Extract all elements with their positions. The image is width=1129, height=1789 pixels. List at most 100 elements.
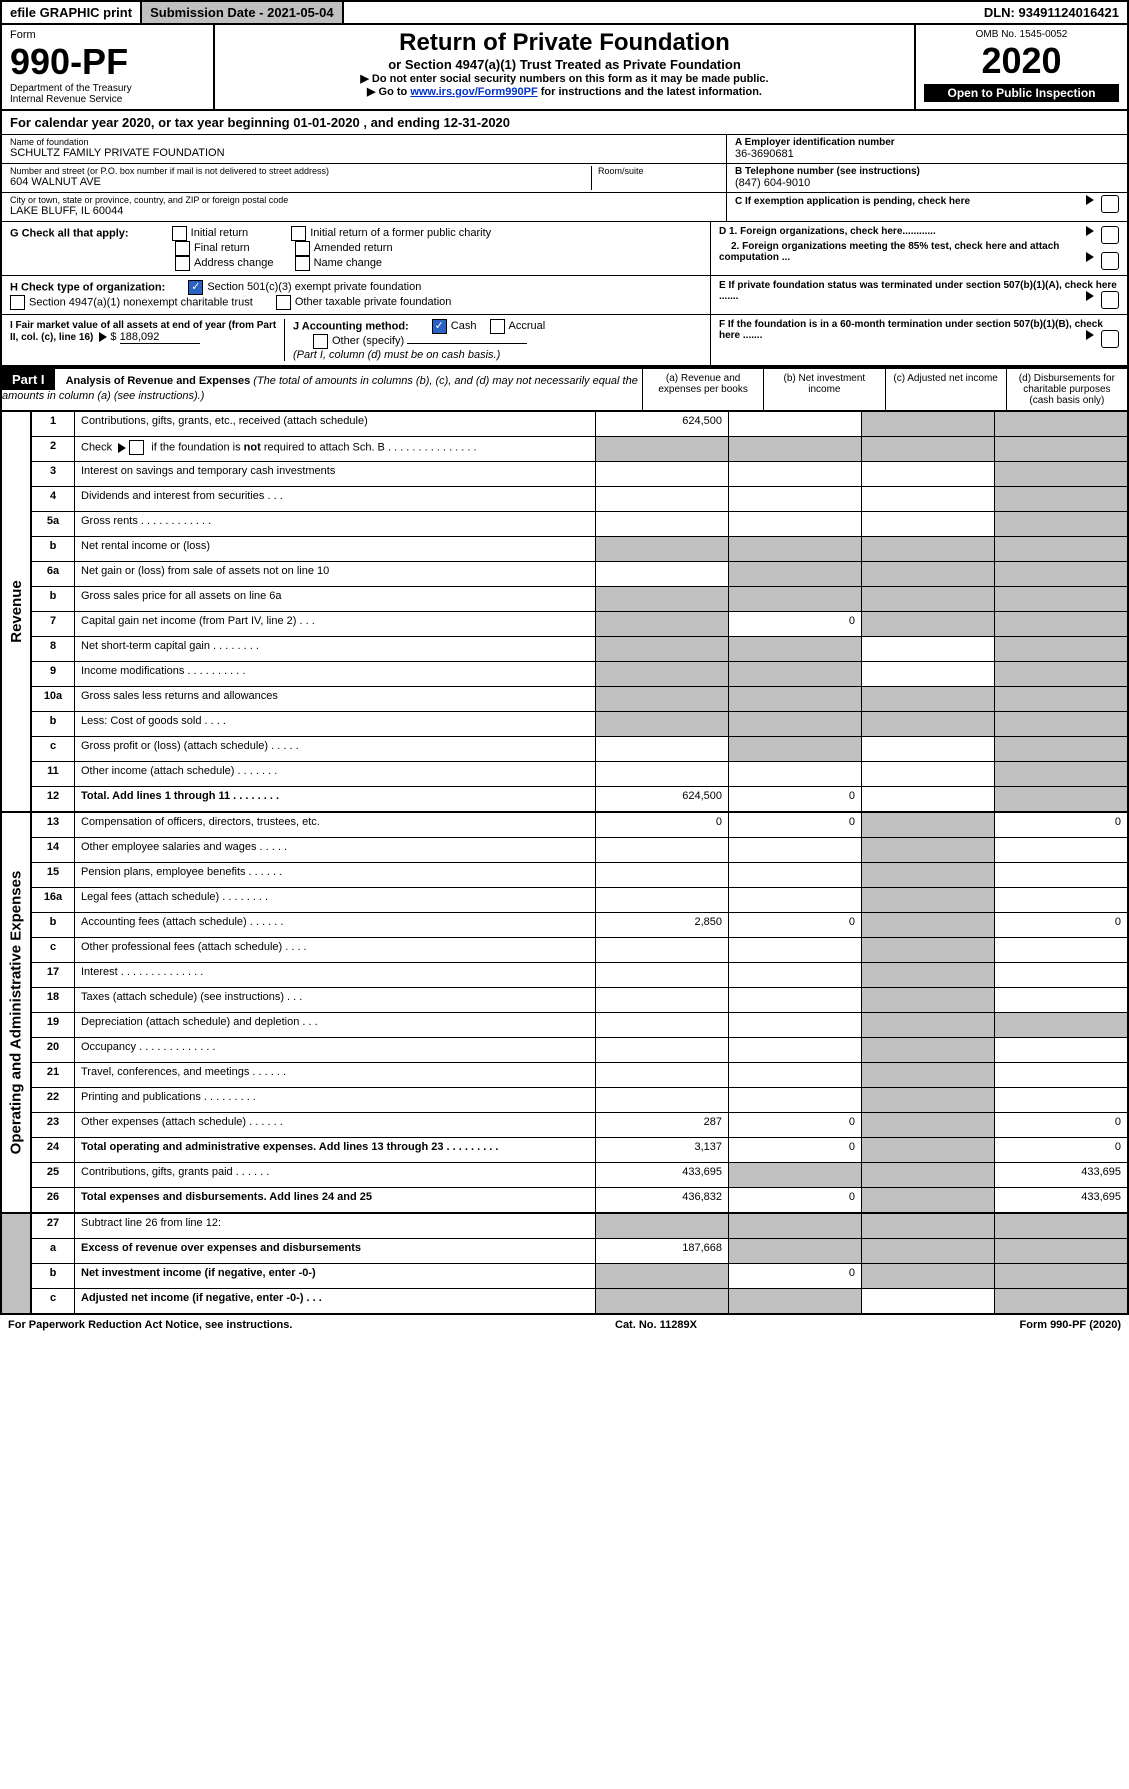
f-label: F If the foundation is in a 60-month ter… (719, 319, 1103, 341)
table-row: 16aLegal fees (attach schedule) . . . . … (32, 888, 1127, 913)
d2-check[interactable] (1101, 252, 1119, 270)
dln: DLN: 93491124016421 (344, 2, 1127, 23)
phone: (847) 604-9010 (735, 177, 1119, 189)
table-row: 22Printing and publications . . . . . . … (32, 1088, 1127, 1113)
table-row: 13Compensation of officers, directors, t… (32, 813, 1127, 838)
name-label: Name of foundation (10, 137, 718, 147)
table-row: 2Check if the foundation is not required… (32, 437, 1127, 462)
footer-right: Form 990-PF (2020) (1020, 1319, 1122, 1331)
501c3-check[interactable] (188, 280, 203, 295)
h-checks: H Check type of organization: Section 50… (2, 276, 710, 314)
ein-label: A Employer identification number (735, 137, 1119, 148)
form-number: 990-PF (10, 41, 205, 83)
g-checks: G Check all that apply: Initial return I… (2, 222, 710, 275)
table-row: 19Depreciation (attach schedule) and dep… (32, 1013, 1127, 1038)
table-row: bAccounting fees (attach schedule) . . .… (32, 913, 1127, 938)
f-check[interactable] (1101, 330, 1119, 348)
table-row: cOther professional fees (attach schedul… (32, 938, 1127, 963)
part1-header: Part I Analysis of Revenue and Expenses … (0, 367, 1129, 412)
form-title: Return of Private Foundation (223, 29, 906, 57)
omb: OMB No. 1545-0052 (924, 29, 1119, 40)
open-badge: Open to Public Inspection (924, 84, 1119, 102)
table-row: 26Total expenses and disbursements. Add … (32, 1188, 1127, 1212)
j-note: (Part I, column (d) must be on cash basi… (293, 349, 500, 361)
efile-label: efile GRAPHIC print (2, 2, 142, 23)
topbar: efile GRAPHIC print Submission Date - 20… (0, 0, 1129, 25)
table-row: cAdjusted net income (if negative, enter… (32, 1289, 1127, 1313)
d1-check[interactable] (1101, 226, 1119, 244)
addr: 604 WALNUT AVE (10, 176, 591, 188)
c-label: C If exemption application is pending, c… (735, 196, 970, 207)
notice-1: ▶ Do not enter social security numbers o… (223, 72, 906, 85)
city: LAKE BLUFF, IL 60044 (10, 205, 718, 217)
expenses-label: Operating and Administrative Expenses (2, 813, 32, 1212)
table-row: bNet rental income or (loss) (32, 537, 1127, 562)
accrual-check[interactable] (490, 319, 505, 334)
table-row: 9Income modifications . . . . . . . . . … (32, 662, 1127, 687)
footer-mid: Cat. No. 11289X (615, 1319, 697, 1331)
dept: Department of the Treasury (10, 83, 205, 94)
4947-check[interactable] (10, 295, 25, 310)
irs: Internal Revenue Service (10, 94, 205, 105)
table-row: 11Other income (attach schedule) . . . .… (32, 762, 1127, 787)
addr-label: Number and street (or P.O. box number if… (10, 166, 591, 176)
address-change-check[interactable] (175, 256, 190, 271)
calendar-year-row: For calendar year 2020, or tax year begi… (0, 111, 1129, 135)
footer: For Paperwork Reduction Act Notice, see … (0, 1315, 1129, 1335)
table-row: 5aGross rents . . . . . . . . . . . . (32, 512, 1127, 537)
form-word: Form (10, 29, 205, 41)
table-row: 8Net short-term capital gain . . . . . .… (32, 637, 1127, 662)
col-d-header: (d) Disbursements for charitable purpose… (1006, 369, 1127, 410)
table-row: 10aGross sales less returns and allowanc… (32, 687, 1127, 712)
table-row: 20Occupancy . . . . . . . . . . . . . (32, 1038, 1127, 1063)
e-check[interactable] (1101, 291, 1119, 309)
table-row: bLess: Cost of goods sold . . . . (32, 712, 1127, 737)
room-label: Room/suite (598, 166, 718, 176)
irs-link[interactable]: www.irs.gov/Form990PF (410, 86, 537, 98)
table-row: 18Taxes (attach schedule) (see instructi… (32, 988, 1127, 1013)
table-row: 25Contributions, gifts, grants paid . . … (32, 1163, 1127, 1188)
other-method-check[interactable] (313, 334, 328, 349)
tax-year: 2020 (924, 40, 1119, 82)
revenue-label: Revenue (2, 412, 32, 811)
info-grid: Name of foundation SCHULTZ FAMILY PRIVAT… (0, 135, 1129, 222)
table-row: 1Contributions, gifts, grants, etc., rec… (32, 412, 1127, 437)
phone-label: B Telephone number (see instructions) (735, 166, 1119, 177)
form-subtitle: or Section 4947(a)(1) Trust Treated as P… (223, 57, 906, 72)
cash-check[interactable] (432, 319, 447, 334)
table-row: 14Other employee salaries and wages . . … (32, 838, 1127, 863)
ein: 36-3690681 (735, 148, 1119, 160)
table-row: 6aNet gain or (loss) from sale of assets… (32, 562, 1127, 587)
table-row: 27Subtract line 26 from line 12: (32, 1214, 1127, 1239)
col-a-header: (a) Revenue and expenses per books (642, 369, 763, 410)
part1-title: Analysis of Revenue and Expenses (66, 375, 251, 387)
table-row: 17Interest . . . . . . . . . . . . . . (32, 963, 1127, 988)
foundation-name: SCHULTZ FAMILY PRIVATE FOUNDATION (10, 147, 718, 159)
table-row: 3Interest on savings and temporary cash … (32, 462, 1127, 487)
table-row: 7Capital gain net income (from Part IV, … (32, 612, 1127, 637)
table-row: bNet investment income (if negative, ent… (32, 1264, 1127, 1289)
table-row: 4Dividends and interest from securities … (32, 487, 1127, 512)
initial-former-check[interactable] (291, 226, 306, 241)
d1-label: D 1. Foreign organizations, check here..… (719, 226, 936, 237)
e-label: E If private foundation status was termi… (719, 280, 1117, 302)
col-b-header: (b) Net investment income (763, 369, 884, 410)
table-row: bGross sales price for all assets on lin… (32, 587, 1127, 612)
other-taxable-check[interactable] (276, 295, 291, 310)
name-change-check[interactable] (295, 256, 310, 271)
table-row: 23Other expenses (attach schedule) . . .… (32, 1113, 1127, 1138)
col-c-header: (c) Adjusted net income (885, 369, 1006, 410)
table-row: cGross profit or (loss) (attach schedule… (32, 737, 1127, 762)
part1-label: Part I (2, 369, 55, 390)
amended-check[interactable] (295, 241, 310, 256)
final-return-check[interactable] (175, 241, 190, 256)
submission-date: Submission Date - 2021-05-04 (142, 2, 344, 23)
table-row: 21Travel, conferences, and meetings . . … (32, 1063, 1127, 1088)
initial-return-check[interactable] (172, 226, 187, 241)
c-checkbox[interactable] (1101, 195, 1119, 213)
j-label: J Accounting method: (293, 320, 409, 332)
main-table: Revenue 1Contributions, gifts, grants, e… (0, 412, 1129, 1315)
table-row: 12Total. Add lines 1 through 11 . . . . … (32, 787, 1127, 811)
notice-2: ▶ Go to www.irs.gov/Form990PF for instru… (223, 85, 906, 98)
d2-label: 2. Foreign organizations meeting the 85%… (719, 241, 1059, 263)
